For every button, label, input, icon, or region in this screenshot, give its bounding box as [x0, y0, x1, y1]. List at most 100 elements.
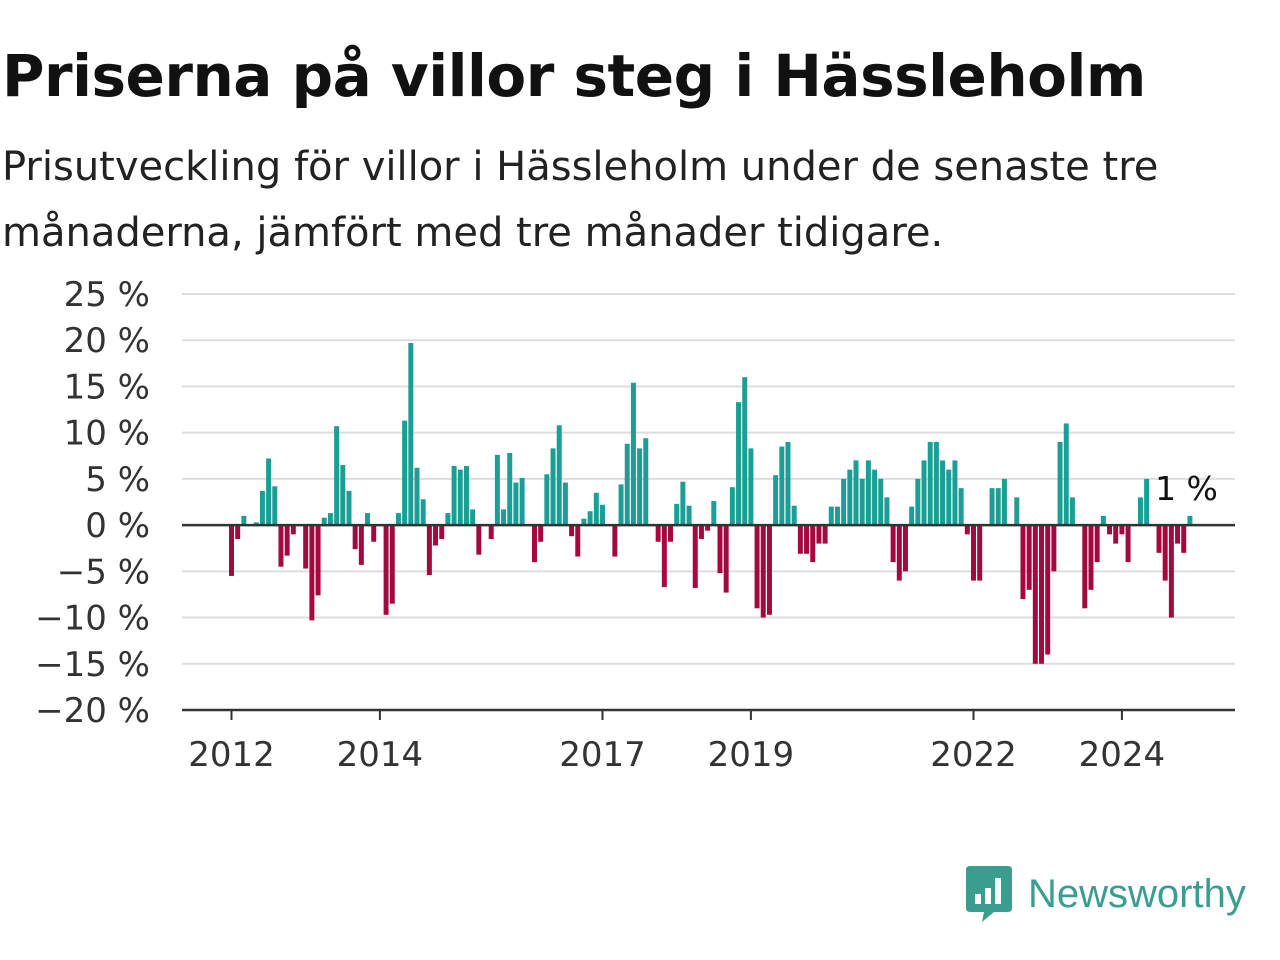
bar [569, 525, 575, 537]
bar [433, 525, 439, 546]
bar [853, 460, 859, 526]
bar [705, 525, 711, 531]
bar [439, 525, 445, 539]
bar [692, 525, 698, 588]
bar [544, 474, 550, 526]
bar [501, 509, 507, 526]
bar [241, 515, 247, 526]
bar [1088, 525, 1094, 590]
y-tick-label: −5 % [57, 552, 150, 592]
bar [612, 525, 618, 557]
bar [315, 525, 321, 596]
bar [562, 482, 568, 526]
bar [1032, 525, 1038, 664]
axes [182, 523, 1235, 720]
y-tick-label: 15 % [64, 367, 150, 407]
bar [346, 490, 352, 526]
bar [927, 441, 933, 526]
bar [600, 504, 605, 526]
bar [451, 465, 457, 526]
bars [229, 343, 1193, 664]
grid-lines [182, 293, 1235, 665]
y-tick-label: 20 % [64, 321, 150, 361]
bar [933, 441, 939, 526]
bar [538, 525, 544, 542]
bar [1082, 525, 1088, 609]
bar [816, 525, 822, 544]
bar [661, 525, 667, 588]
bar [711, 501, 717, 526]
bar [371, 525, 377, 542]
bar [810, 525, 816, 563]
bar [865, 460, 871, 526]
bar [742, 377, 748, 526]
bar-chart: 25 % 20 % 15 % 10 % 5 % 0 % −5 % −10 % −15 % −20 … [35, 275, 1235, 775]
y-tick-label: 10 % [64, 414, 150, 454]
bar [773, 475, 779, 526]
bar [358, 525, 364, 565]
bar [872, 469, 878, 526]
bar [896, 525, 902, 581]
bar [1069, 497, 1075, 526]
bar [964, 525, 970, 535]
bar [389, 525, 395, 604]
bar [1175, 525, 1181, 544]
bar [445, 513, 451, 526]
bar [463, 465, 469, 526]
bar [754, 525, 760, 609]
bar [408, 343, 414, 526]
bar [995, 488, 1001, 526]
bar [946, 469, 952, 526]
bar [309, 525, 315, 621]
bar [878, 478, 884, 526]
bar [971, 525, 976, 581]
bar [395, 513, 401, 526]
y-tick-label: −10 % [35, 599, 150, 639]
chart-subtitle: Prisutveckling för villor i Hässleholm u… [2, 144, 1159, 256]
bar [1113, 525, 1119, 544]
bar [909, 506, 915, 526]
bar [488, 525, 494, 539]
bar [414, 467, 420, 526]
chart-title: Priserna på villor steg i Hässleholm [2, 42, 1146, 110]
bar [229, 525, 234, 576]
y-tick-label: 25 % [64, 275, 150, 315]
bar [828, 506, 834, 526]
bar [352, 525, 358, 550]
bar [1144, 478, 1150, 526]
bar [779, 446, 785, 526]
bar [977, 525, 983, 581]
bar [334, 426, 340, 526]
bar [531, 525, 537, 563]
bar [1181, 525, 1187, 553]
bar [321, 517, 327, 526]
bar [723, 525, 729, 593]
bar [1063, 423, 1069, 526]
bar [575, 525, 581, 557]
bar [674, 503, 680, 526]
bar [680, 481, 686, 526]
bar [686, 505, 692, 526]
bar [890, 525, 896, 563]
bar [290, 525, 296, 535]
x-tick-label: 2014 [337, 735, 424, 775]
bar [760, 525, 766, 618]
brand-name: Newsworthy [1028, 871, 1246, 916]
bar [556, 425, 562, 526]
bar [618, 484, 624, 526]
x-tick-label: 2024 [1079, 735, 1166, 775]
y-axis-labels: 25 % 20 % 15 % 10 % 5 % 0 % −5 % −10 % −15 % −20 … [35, 275, 150, 731]
bar [550, 448, 556, 526]
bar [637, 448, 643, 526]
bar [717, 525, 723, 574]
bar [426, 525, 432, 576]
bar [989, 488, 995, 526]
bar [1094, 525, 1100, 563]
bar [785, 441, 791, 526]
bar [1125, 525, 1131, 563]
bar [655, 525, 661, 542]
bar [1057, 441, 1063, 526]
bar [804, 525, 810, 554]
bar [952, 460, 958, 526]
latest-value-label: 1 % [1155, 469, 1218, 508]
